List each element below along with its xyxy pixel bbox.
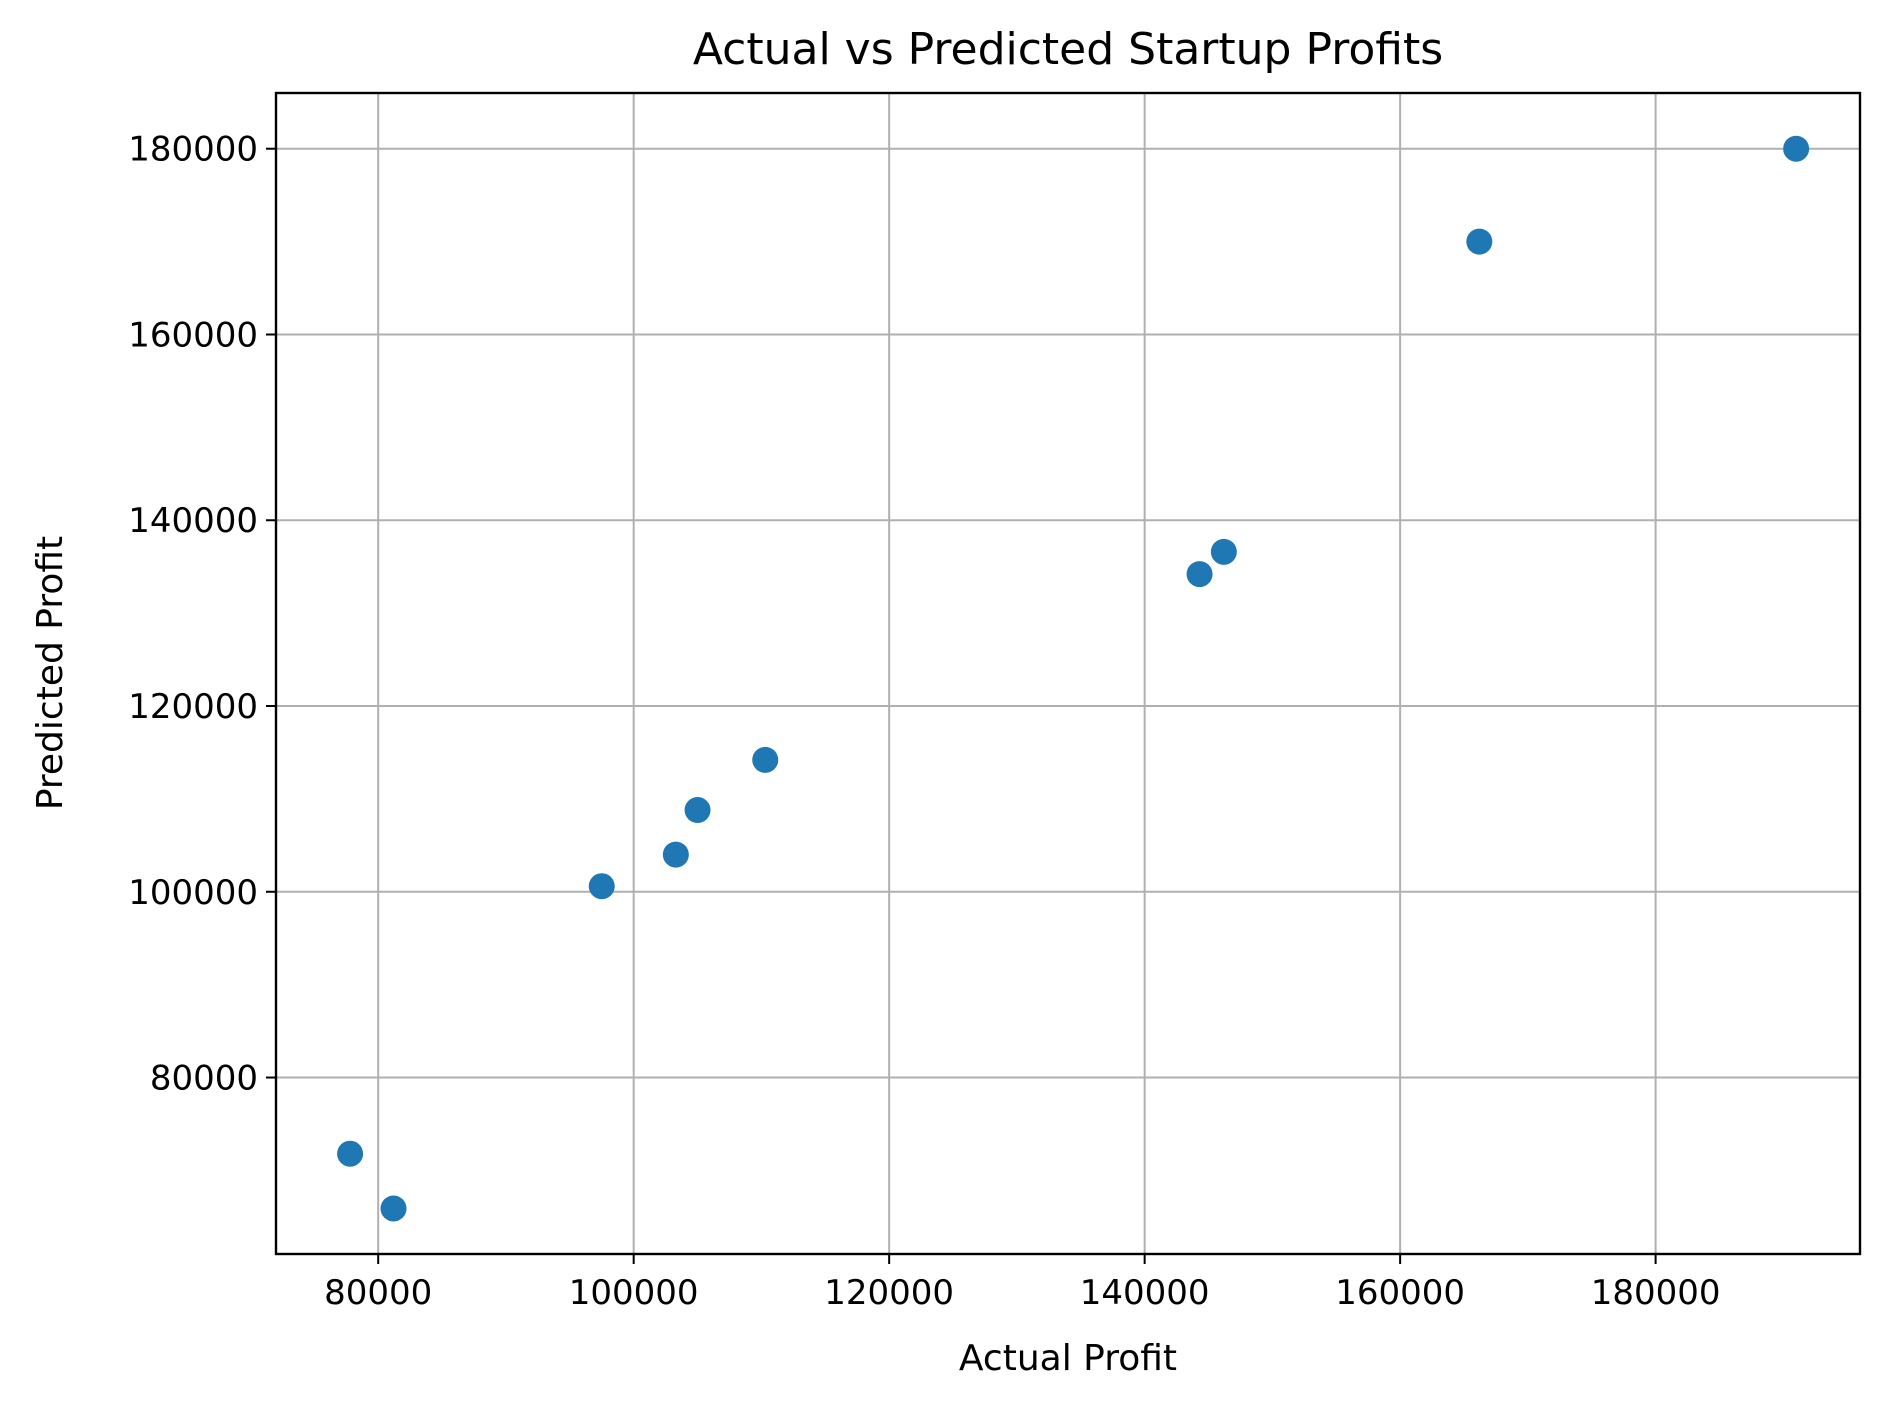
y-tick-label: 180000 [128,130,258,170]
scatter-point [1466,228,1493,255]
scatter-point [1210,538,1237,565]
scatter-point [337,1140,364,1167]
x-tick-label: 120000 [824,1273,954,1313]
y-axis-ticks: 80000 100000 120000 140000 160000 180000 [128,130,276,1099]
scatter-point [1783,135,1810,162]
x-tick-label: 140000 [1080,1273,1210,1313]
data-points [337,135,1810,1222]
y-tick-label: 140000 [128,501,258,541]
x-axis-ticks: 80000 100000 120000 140000 160000 180000 [324,1254,1721,1313]
x-tick-label: 180000 [1591,1273,1721,1313]
scatter-point [1186,561,1213,588]
scatter-point [662,841,689,868]
y-tick-label: 160000 [128,315,258,355]
scatter-point [380,1195,407,1222]
y-tick-label: 80000 [150,1059,258,1099]
chart-title: Actual vs Predicted Startup Profits [693,24,1443,75]
y-axis-label: Predicted Profit [30,536,71,810]
y-tick-label: 120000 [128,687,258,727]
grid-lines [276,93,1860,1254]
scatter-point [684,797,711,824]
x-tick-label: 100000 [569,1273,699,1313]
x-axis-label: Actual Profit [959,1338,1177,1379]
x-tick-label: 160000 [1335,1273,1465,1313]
plot-frame [274,91,1862,1256]
scatter-point [752,746,779,773]
y-tick-label: 100000 [128,873,258,913]
x-tick-label: 80000 [324,1273,432,1313]
scatter-point [588,873,615,900]
